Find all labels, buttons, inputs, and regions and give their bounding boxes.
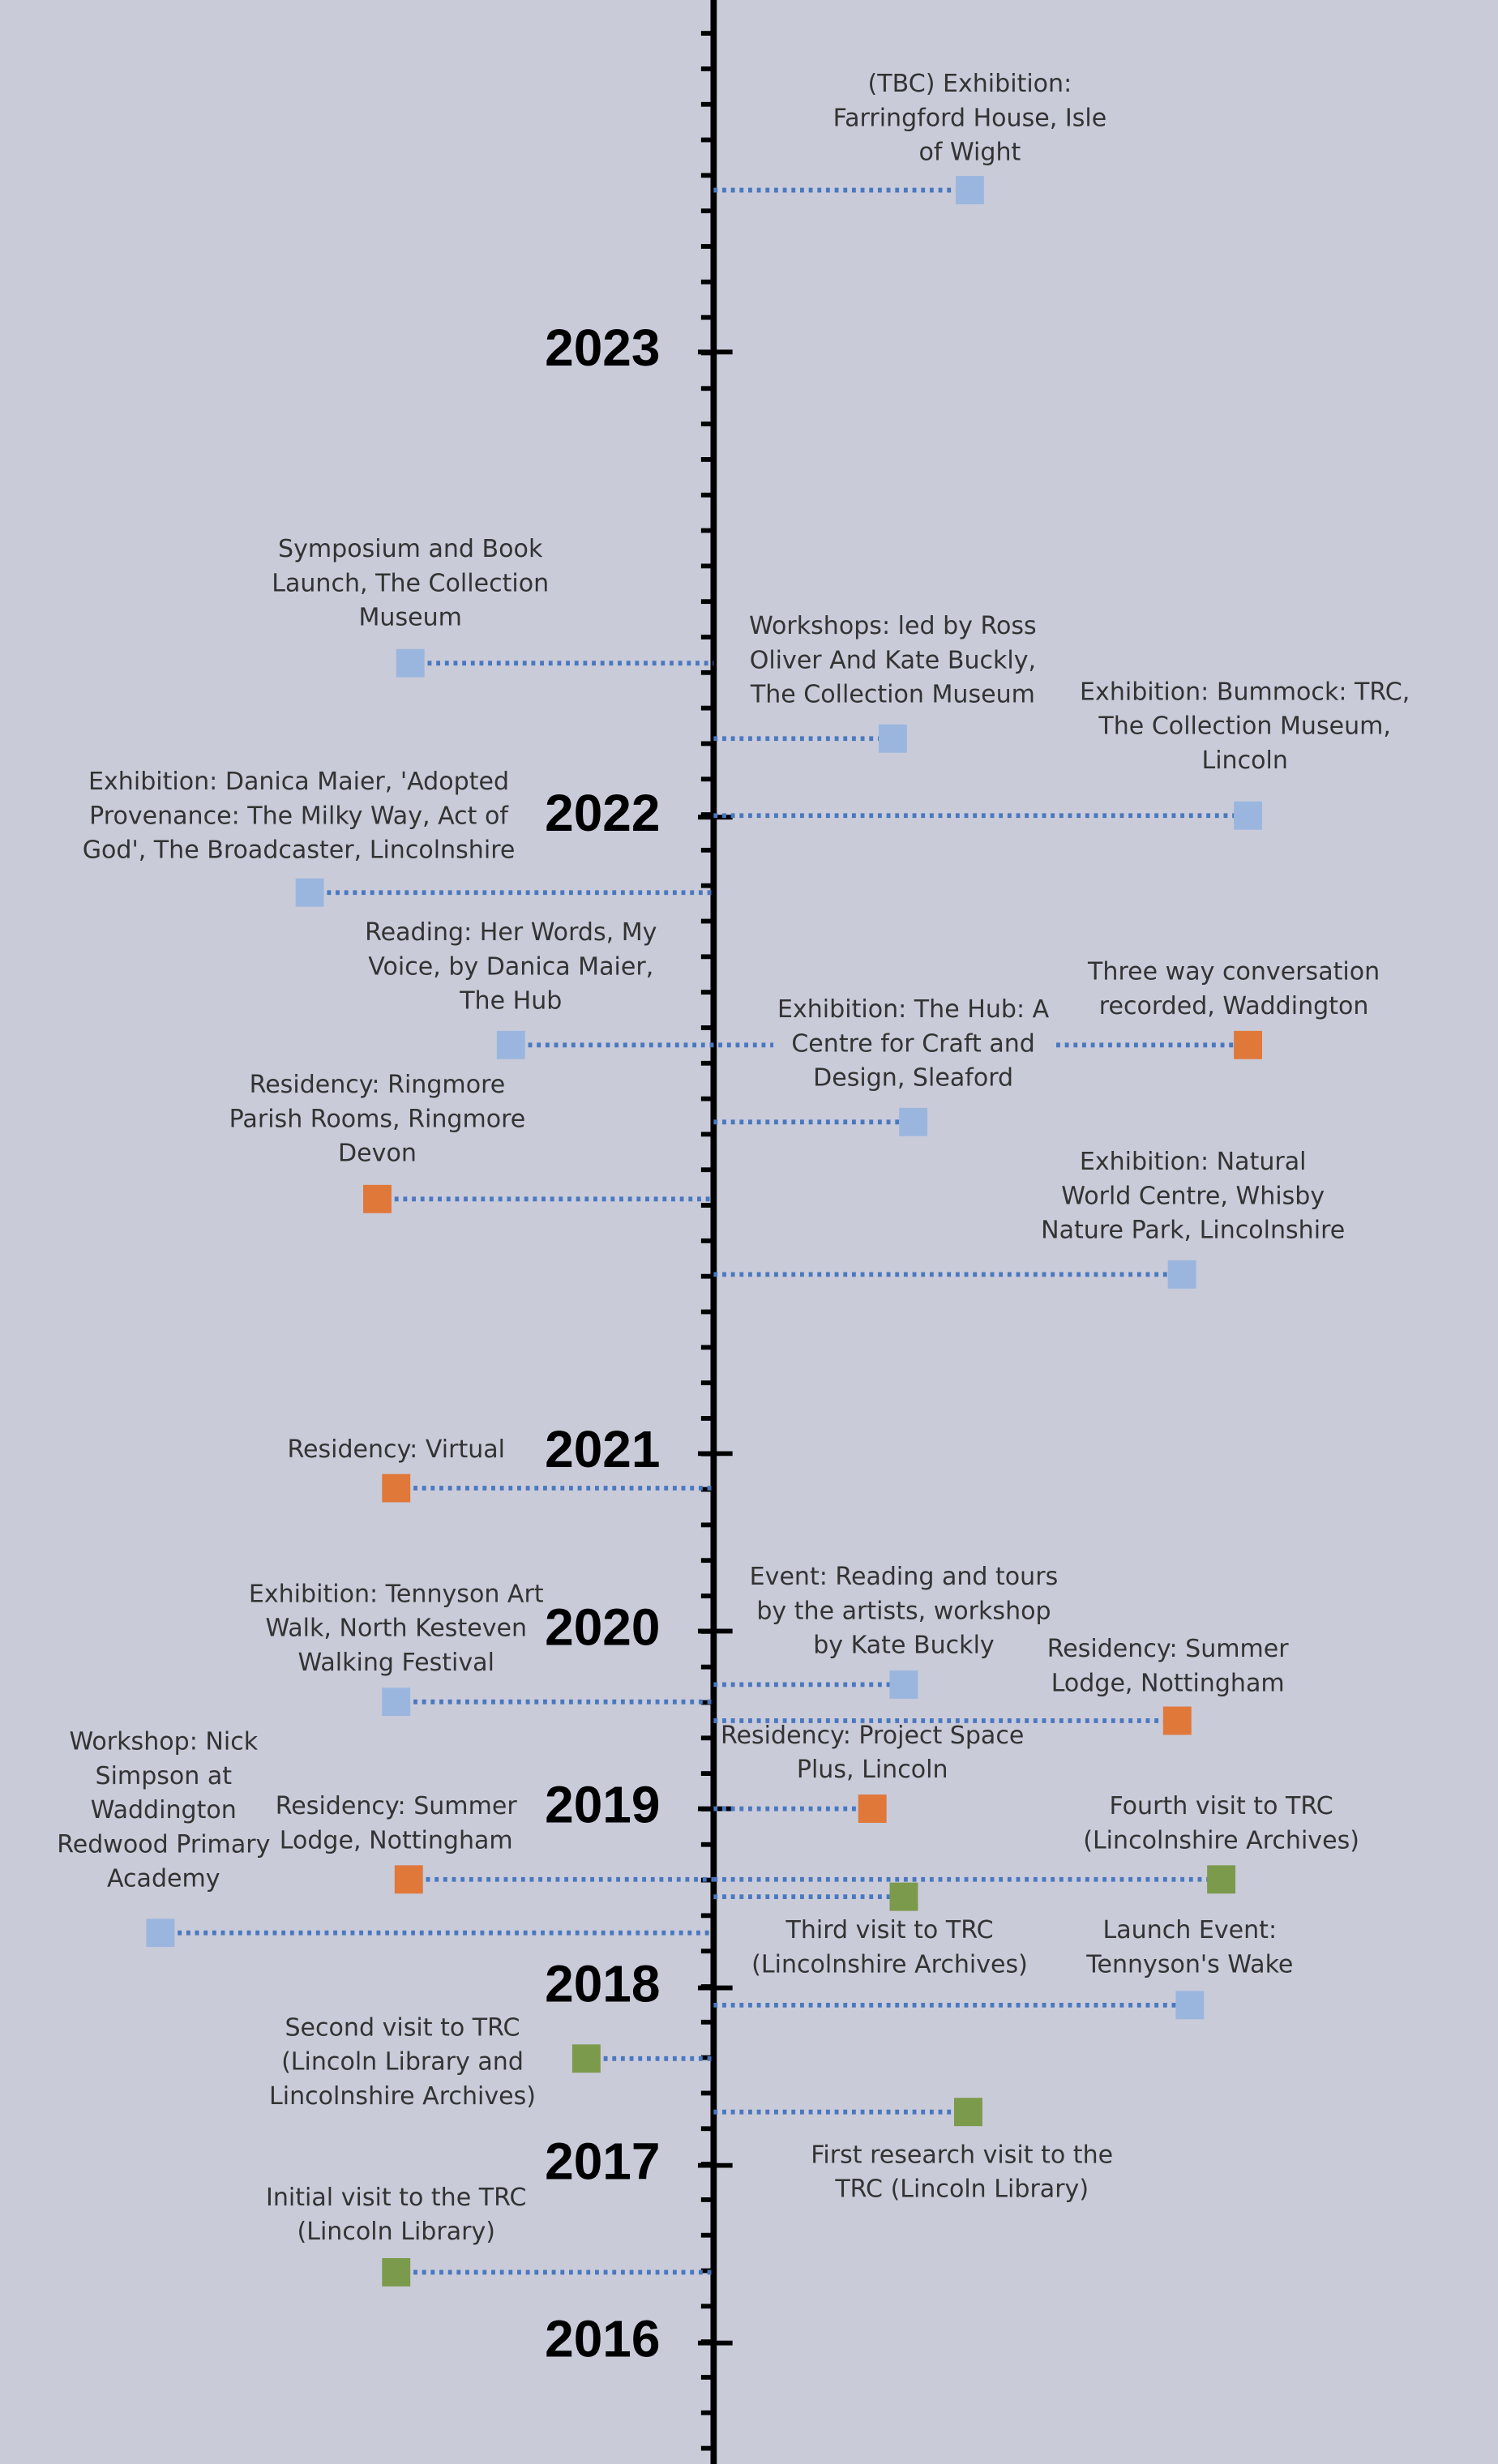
event-label: Redwood Primary — [57, 1830, 270, 1859]
event-marker — [1207, 1865, 1236, 1894]
event-label: recorded, Waddington — [1099, 992, 1369, 1020]
event-marker — [954, 2098, 982, 2127]
event-label: Exhibition: Natural — [1080, 1148, 1307, 1176]
event-label: Exhibition: Bummock: TRC, — [1080, 678, 1410, 707]
event-label: Residency: Project Space — [721, 1722, 1024, 1750]
event-label: Simpson at — [96, 1762, 233, 1790]
event-marker — [382, 1688, 411, 1717]
event-label: Residency: Virtual — [287, 1435, 505, 1464]
event-marker — [899, 1107, 928, 1136]
event-label: Lodge, Nottingham — [280, 1826, 513, 1854]
event-label: The Collection Museum, — [1098, 712, 1391, 741]
event-label: Lincolnshire Archives) — [269, 2082, 536, 2111]
year-label: 2020 — [545, 1598, 660, 1656]
event-marker — [496, 1030, 525, 1059]
event-label: Initial visit to the TRC — [266, 2184, 526, 2212]
event-label: World Centre, Whisby — [1061, 1182, 1325, 1210]
year-label: 2021 — [545, 1420, 660, 1478]
year-label: 2018 — [545, 1954, 660, 2013]
event-marker — [1167, 1260, 1196, 1289]
event-marker — [394, 1865, 423, 1894]
event-label: The Hub — [459, 987, 562, 1016]
event-label: (Lincolnshire Archives) — [751, 1951, 1028, 1979]
event-label: The Collection Museum — [750, 681, 1035, 709]
event-marker — [571, 2044, 601, 2073]
event-label: Fourth visit to TRC — [1109, 1792, 1333, 1820]
event-label: Plus, Lincoln — [797, 1756, 948, 1784]
event-label: Event: Reading and tours — [750, 1563, 1059, 1591]
event-label: Tennyson's Wake — [1085, 1951, 1293, 1979]
event-marker — [382, 2258, 411, 2286]
event-marker — [1175, 1991, 1205, 2020]
event-label: Museum — [358, 604, 461, 632]
event-label: Launch, The Collection — [272, 569, 549, 597]
event-label: Reading: Her Words, My — [365, 918, 657, 947]
event-label: Third visit to TRC — [785, 1916, 993, 1944]
event-label: Lodge, Nottingham — [1051, 1669, 1285, 1697]
event-label: Design, Sleaford — [813, 1064, 1013, 1093]
event-marker — [295, 878, 324, 907]
event-label: Residency: Summer — [1047, 1635, 1290, 1663]
event-label: Symposium and Book — [278, 535, 543, 563]
event-label: Academy — [107, 1865, 220, 1893]
event-label: Parish Rooms, Ringmore — [229, 1105, 526, 1133]
event-label: Oliver And Kate Buckly, — [750, 646, 1036, 674]
event-label: Residency: Ringmore — [250, 1071, 506, 1099]
event-label: Exhibition: The Hub: A — [777, 995, 1050, 1024]
event-marker — [146, 1919, 175, 1948]
event-label: Workshop: Nick — [69, 1728, 258, 1756]
event-label: Second visit to TRC — [285, 2013, 520, 2042]
event-marker — [363, 1184, 392, 1213]
event-label: by Kate Buckly — [813, 1632, 995, 1660]
event-label: Voice, by Danica Maier, — [368, 952, 653, 981]
year-label: 2022 — [545, 784, 660, 842]
event-marker — [889, 1670, 918, 1699]
year-label: 2017 — [545, 2132, 660, 2191]
event-label: (TBC) Exhibition: — [868, 70, 1072, 98]
event-label: (Lincolnshire Archives) — [1083, 1826, 1359, 1854]
event-label: Waddington — [91, 1796, 237, 1824]
event-label: Nature Park, Lincolnshire — [1041, 1217, 1345, 1245]
event-label: Devon — [338, 1140, 417, 1168]
event-marker — [382, 1474, 411, 1503]
event-label: (Lincoln Library) — [297, 2218, 495, 2246]
event-label: First research visit to the — [811, 2141, 1113, 2170]
event-label: TRC (Lincoln Library) — [834, 2175, 1089, 2204]
event-marker — [878, 724, 907, 753]
event-label: of Wight — [918, 139, 1021, 167]
event-marker — [1162, 1706, 1192, 1735]
event-label: Residency: Summer — [276, 1792, 518, 1820]
event-label: Workshops: led by Ross — [749, 612, 1037, 640]
event-label: God', The Broadcaster, Lincolnshire — [83, 836, 516, 865]
event-marker — [1234, 1030, 1263, 1059]
event-label: Walk, North Kesteven — [265, 1615, 527, 1643]
event-label: by the artists, workshop — [756, 1597, 1051, 1625]
event-marker — [858, 1795, 887, 1823]
event-label: Exhibition: Danica Maier, 'Adopted — [88, 768, 509, 796]
event-label: Three way conversation — [1087, 958, 1380, 986]
event-label: Walking Festival — [298, 1649, 494, 1677]
event-label: Provenance: The Milky Way, Act of — [89, 802, 509, 830]
event-label: Lincoln — [1201, 746, 1287, 775]
event-marker — [1234, 801, 1263, 830]
event-marker — [396, 648, 425, 678]
event-marker — [955, 176, 984, 205]
event-label: Farringford House, Isle — [833, 104, 1107, 132]
event-label: Launch Event: — [1103, 1916, 1278, 1944]
year-label: 2023 — [545, 319, 660, 377]
year-label: 2016 — [545, 2310, 660, 2368]
event-label: Exhibition: Tennyson Art — [249, 1580, 544, 1608]
event-label: (Lincoln Library and — [281, 2048, 524, 2077]
event-marker — [889, 1882, 918, 1911]
event-label: Centre for Craft and — [791, 1029, 1035, 1058]
year-label: 2019 — [545, 1775, 660, 1833]
